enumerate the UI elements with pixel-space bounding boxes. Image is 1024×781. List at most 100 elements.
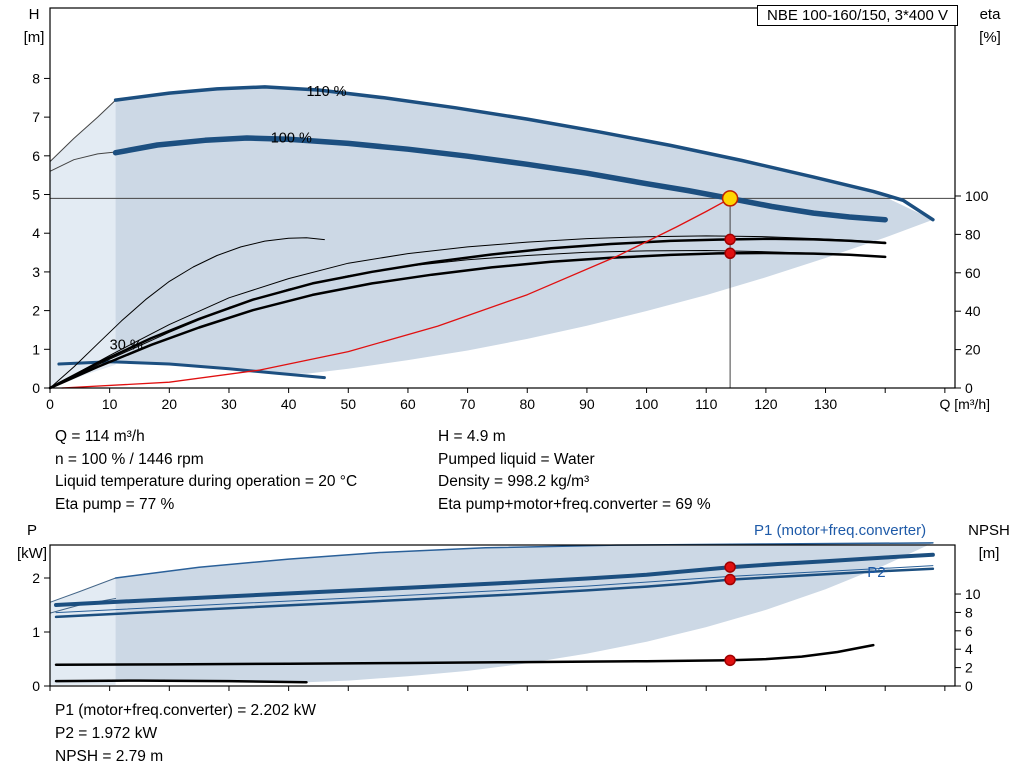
svg-text:2: 2	[32, 303, 40, 319]
info-eta-pump: Eta pump = 77 %	[55, 495, 175, 513]
svg-text:0: 0	[965, 380, 973, 396]
low-speed-region	[50, 100, 116, 388]
eta-pump-point	[724, 233, 736, 246]
svg-text:0: 0	[46, 396, 54, 412]
svg-text:60: 60	[965, 265, 981, 281]
curve-100pct	[112, 135, 888, 223]
svg-text:2: 2	[32, 570, 40, 586]
curve-p2	[54, 567, 935, 619]
info-pumped-liquid: Pumped liquid = Water	[438, 450, 595, 468]
info-eta-total: Eta pump+motor+freq.converter = 69 %	[438, 495, 711, 513]
info-density: Density = 998.2 kg/m³	[438, 473, 590, 490]
svg-text:40: 40	[965, 303, 981, 319]
info-q: Q = 114 m³/h	[55, 428, 145, 445]
svg-text:6: 6	[32, 148, 40, 164]
svg-text:6: 6	[965, 623, 973, 639]
svg-text:40: 40	[281, 396, 297, 412]
svg-text:P1 (motor+freq.converter): P1 (motor+freq.converter)	[754, 522, 926, 539]
svg-text:50: 50	[340, 396, 356, 412]
curve-110pct	[113, 85, 935, 222]
svg-text:100: 100	[635, 396, 659, 412]
svg-text:2: 2	[965, 660, 973, 676]
system-curve	[61, 197, 731, 389]
svg-text:80: 80	[519, 396, 535, 412]
svg-text:20: 20	[965, 342, 981, 358]
svg-text:8: 8	[32, 70, 40, 86]
svg-text:100 %: 100 %	[271, 130, 312, 146]
eta-axis-title-line2: [%]	[979, 28, 1001, 46]
plot-border	[49, 7, 956, 389]
npsh-axis-title-line1: NPSH	[968, 522, 1010, 539]
svg-text:4: 4	[965, 641, 973, 657]
duty-point	[721, 190, 739, 207]
result-panel: P1 (motor+freq.converter) = 2.202 kW P2 …	[55, 699, 316, 768]
eta-pump-curve	[48, 237, 887, 390]
info-h: H = 4.9 m	[438, 428, 506, 445]
speed-line-b1	[49, 577, 117, 603]
power-npsh-chart-canvas: 0 1 2 0 2 4 6 8 10 P1 (motor+freq.converter) P2	[32, 522, 981, 694]
curve-npsh	[54, 643, 875, 667]
svg-text:90: 90	[579, 396, 595, 412]
svg-text:60: 60	[400, 396, 416, 412]
svg-text:30 %: 30 %	[110, 337, 143, 353]
operating-envelope	[50, 86, 933, 389]
svg-text:100: 100	[965, 188, 989, 204]
pump-model-box: NBE 100-160/150, 3*400 V	[757, 5, 958, 26]
curve-p1	[54, 552, 935, 607]
eta-axis-title: eta [%]	[962, 4, 1018, 49]
info-liquid-temp: Liquid temperature during operation = 20…	[55, 473, 358, 490]
svg-text:110: 110	[695, 396, 718, 412]
svg-text:0: 0	[32, 380, 40, 396]
eta-partial-thin	[49, 237, 325, 389]
curve-p2-thin	[55, 565, 934, 614]
svg-text:120: 120	[754, 396, 778, 412]
eta-axis-title-line1: eta	[979, 6, 1001, 23]
svg-text:0: 0	[32, 678, 40, 694]
svg-text:3: 3	[32, 264, 40, 280]
eta-pump-thin	[49, 235, 886, 389]
svg-text:80: 80	[965, 226, 981, 242]
p-axis-title-line2: [kW]	[17, 544, 47, 562]
svg-text:30: 30	[221, 396, 237, 412]
curve-p-30pct	[54, 679, 308, 684]
h-axis-title-line1: H	[28, 6, 40, 23]
npsh-axis-title-line2: [m]	[978, 544, 1000, 562]
result-npsh: NPSH = 2.79 m	[55, 748, 164, 765]
svg-text:10: 10	[102, 396, 118, 412]
eta-total-point	[724, 247, 736, 260]
h-axis-title: H [m]	[12, 4, 56, 49]
plot-border	[49, 544, 956, 687]
result-p2: P2 = 1.972 kW	[55, 725, 158, 742]
svg-text:8: 8	[965, 604, 973, 620]
speed-limit-line-upper	[49, 99, 117, 163]
svg-text:70: 70	[460, 396, 476, 412]
h-axis-title-line2: [m]	[23, 28, 45, 46]
svg-text:110 %: 110 %	[307, 84, 347, 100]
svg-text:7: 7	[32, 109, 40, 125]
p1-point	[724, 561, 736, 573]
svg-text:Q [m³/h]: Q [m³/h]	[939, 396, 990, 412]
svg-text:4: 4	[32, 225, 40, 241]
svg-text:P2: P2	[867, 564, 885, 581]
eta-total-curve	[48, 251, 887, 390]
svg-text:5: 5	[32, 187, 40, 203]
svg-text:130: 130	[814, 396, 838, 412]
svg-text:20: 20	[162, 396, 178, 412]
svg-text:1: 1	[32, 341, 40, 357]
p-axis-title: P [kW]	[8, 520, 56, 565]
info-speed: n = 100 % / 1446 rpm	[55, 450, 204, 468]
duty-info-right: H = 4.9 m Pumped liquid = Water Density …	[438, 426, 711, 516]
duty-info-left: Q = 114 m³/h n = 100 % / 1446 rpm Liquid…	[55, 426, 357, 516]
hq-eta-chart-canvas: 0 10 20 30 40 50 60 70 80 90 100 110 120 130012345678…	[32, 7, 990, 412]
curve-p1-110pct	[114, 542, 934, 579]
npsh-point	[724, 654, 736, 667]
svg-text:0: 0	[965, 678, 973, 694]
result-p1: P1 (motor+freq.converter) = 2.202 kW	[55, 702, 317, 719]
p2-point	[724, 573, 736, 586]
svg-text:1: 1	[32, 624, 40, 640]
p-axis-title-line1: P	[26, 522, 37, 539]
npsh-axis-title: NPSH [m]	[958, 520, 1020, 565]
svg-text:10: 10	[965, 586, 981, 602]
speed-limit-line-lower	[49, 151, 117, 172]
